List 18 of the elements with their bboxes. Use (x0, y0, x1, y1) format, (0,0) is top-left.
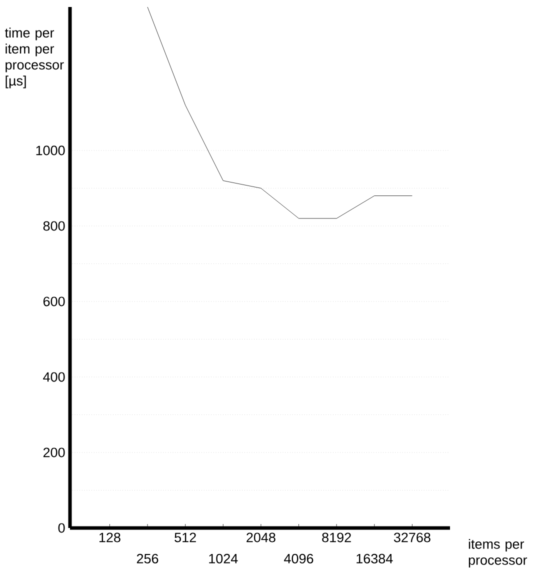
x-tick-label: 512 (174, 532, 196, 542)
y-tick-label: 400 (43, 372, 65, 382)
x-tick-label: 16384 (356, 554, 393, 564)
y-tick-label: 0 (58, 523, 65, 533)
x-tick-label: 8192 (322, 532, 351, 542)
x-tick-label: 128 (99, 532, 120, 542)
y-tick-label: 200 (43, 448, 65, 458)
x-tick-label: 32768 (394, 532, 430, 542)
y-tick-label: 600 (43, 296, 65, 306)
x-tick-label: 256 (136, 554, 158, 564)
y-tick-label: 1000 (36, 146, 65, 156)
x-axis-title: items per processor (468, 538, 528, 568)
x-tick-label: 1024 (209, 554, 238, 564)
y-axis-title: time per item per processor [µs] (4, 28, 64, 88)
x-tick-label: 2048 (246, 532, 276, 542)
y-tick-label: 800 (43, 221, 65, 231)
x-tick-label: 4096 (284, 554, 314, 564)
line-series (147, 6, 412, 219)
